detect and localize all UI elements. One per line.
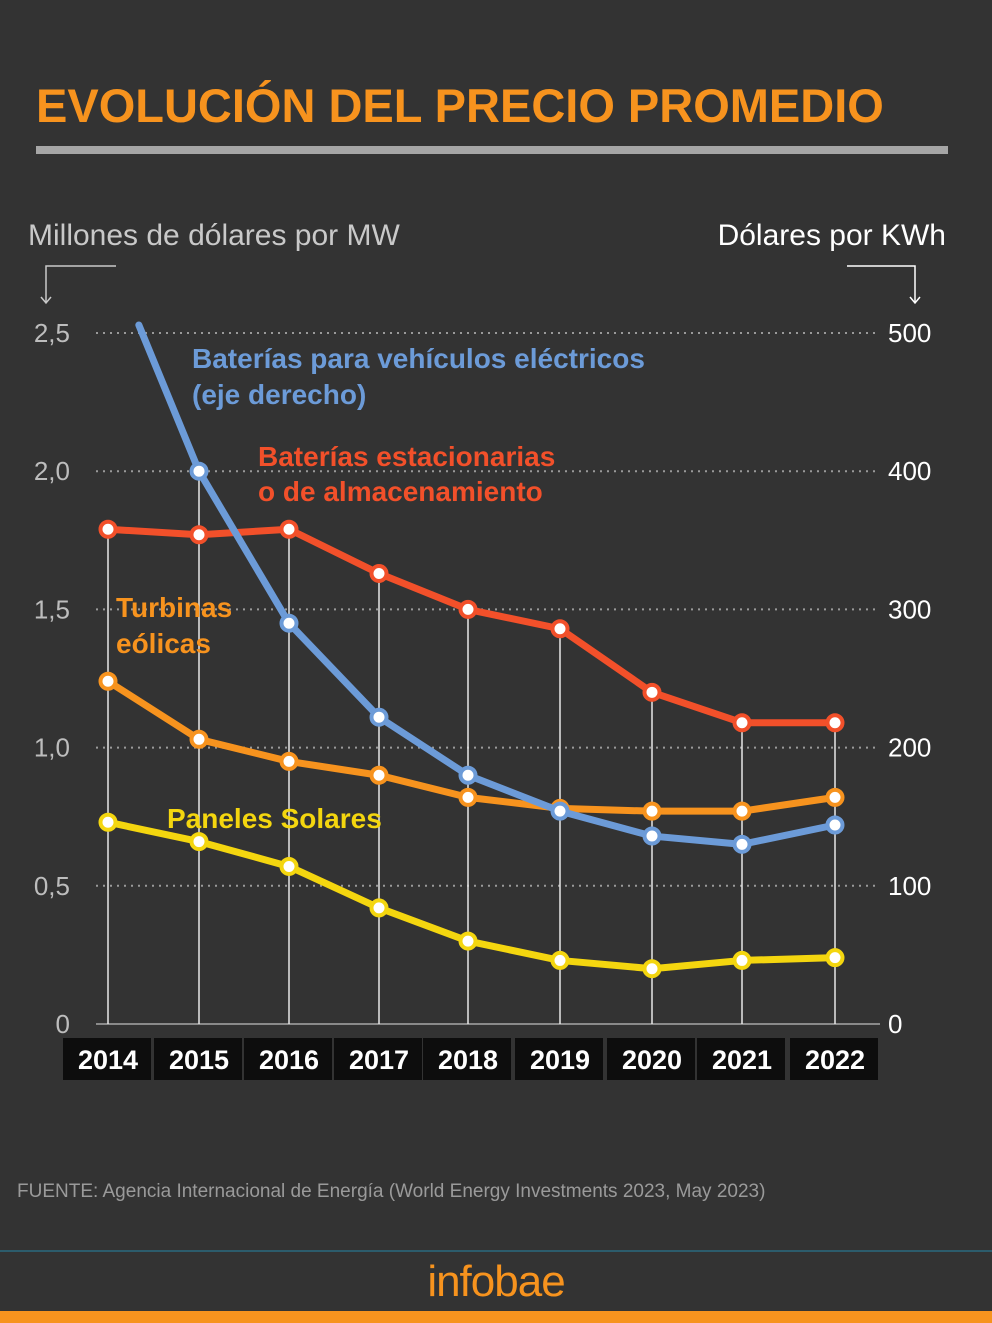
year-label: 2022 [805, 1045, 865, 1075]
data-point-ev [458, 765, 478, 785]
series-label-ev: (eje derecho) [192, 379, 366, 410]
year-label-box [334, 1038, 422, 1080]
price-chart: 0 0 0,5 100 1,0 200 1,5 300 2,0 400 2,5 500 2014 201… [34, 265, 931, 1080]
data-point-stationary [642, 682, 662, 702]
series-label-ev: Baterías para vehículos eléctricos [192, 343, 645, 374]
series-ev [135, 321, 845, 854]
data-point-ev [189, 461, 209, 481]
data-point-solar [369, 898, 389, 918]
source-note: FUENTE: Agencia Internacional de Energía… [17, 1181, 766, 1202]
data-point-stationary [98, 519, 118, 539]
data-point-wind [642, 801, 662, 821]
right-tick-label: 400 [888, 456, 931, 486]
left-tick-label: 1,0 [34, 733, 70, 763]
right-axis-arrow-icon [847, 265, 921, 305]
year-label-box [515, 1038, 603, 1080]
data-point-ev [369, 707, 389, 727]
left-tick-label: 2,5 [34, 318, 70, 348]
right-tick-label: 500 [888, 318, 931, 348]
right-tick-label: 0 [888, 1009, 902, 1039]
data-point-wind [189, 729, 209, 749]
series-label-wind: eólicas [116, 628, 211, 659]
right-tick-label: 200 [888, 733, 931, 763]
data-point-stationary [825, 713, 845, 733]
series-label-wind: Turbinas [116, 592, 232, 623]
year-label-box [154, 1038, 242, 1080]
series-label-stationary: o de almacenamiento [258, 476, 543, 507]
data-point-stationary [732, 713, 752, 733]
series-label-solar: Paneles Solares [167, 803, 382, 834]
right-tick-label: 100 [888, 871, 931, 901]
brand-logo: infobae [427, 1257, 565, 1306]
data-point-wind [825, 787, 845, 807]
data-point-wind [98, 671, 118, 691]
year-label: 2021 [712, 1045, 772, 1075]
data-point-solar [189, 832, 209, 852]
year-label: 2014 [78, 1045, 138, 1075]
left-axis-title: Millones de dólares por MW [28, 219, 400, 252]
series-label-stationary: Baterías estacionarias [258, 441, 555, 472]
data-point-solar [98, 812, 118, 832]
data-point-ev [732, 834, 752, 854]
left-tick-label: 1,5 [34, 594, 70, 624]
data-point-wind [279, 751, 299, 771]
footer-divider [0, 1250, 992, 1252]
year-label-box [244, 1038, 332, 1080]
data-point-ev [825, 815, 845, 835]
series-solar [98, 812, 845, 979]
year-label-box [423, 1038, 511, 1080]
year-label-box [63, 1038, 151, 1080]
year-label-box [607, 1038, 695, 1080]
series-wind [98, 671, 845, 821]
year-label: 2018 [438, 1045, 498, 1075]
title-divider [36, 146, 948, 154]
left-tick-label: 0 [56, 1009, 70, 1039]
data-point-stationary [279, 519, 299, 539]
left-tick-label: 2,0 [34, 456, 70, 486]
data-point-ev [279, 613, 299, 633]
footer-accent-bar [0, 1311, 992, 1323]
year-label: 2020 [622, 1045, 682, 1075]
data-point-solar [825, 948, 845, 968]
series-line-stationary [104, 525, 839, 727]
series-stationary [98, 519, 845, 733]
data-point-solar [732, 950, 752, 970]
data-point-solar [550, 950, 570, 970]
data-point-stationary [458, 599, 478, 619]
data-point-solar [642, 959, 662, 979]
right-axis-title: Dólares por KWh [717, 219, 946, 252]
right-tick-label: 300 [888, 594, 931, 624]
data-point-wind [369, 765, 389, 785]
chart-title: EVOLUCIÓN DEL PRECIO PROMEDIO [36, 79, 884, 132]
year-label: 2017 [349, 1045, 409, 1075]
data-point-solar [458, 931, 478, 951]
year-label: 2016 [259, 1045, 319, 1075]
data-point-stationary [550, 619, 570, 639]
year-label-box [697, 1038, 785, 1080]
data-point-solar [279, 856, 299, 876]
data-point-stationary [369, 563, 389, 583]
left-axis-arrow-icon [40, 265, 116, 305]
data-point-wind [458, 787, 478, 807]
data-point-stationary [189, 525, 209, 545]
data-point-ev [550, 801, 570, 821]
year-label: 2019 [530, 1045, 590, 1075]
data-point-wind [732, 801, 752, 821]
year-label: 2015 [169, 1045, 229, 1075]
year-label-box [790, 1038, 878, 1080]
data-point-ev [642, 826, 662, 846]
left-tick-label: 0,5 [34, 871, 70, 901]
